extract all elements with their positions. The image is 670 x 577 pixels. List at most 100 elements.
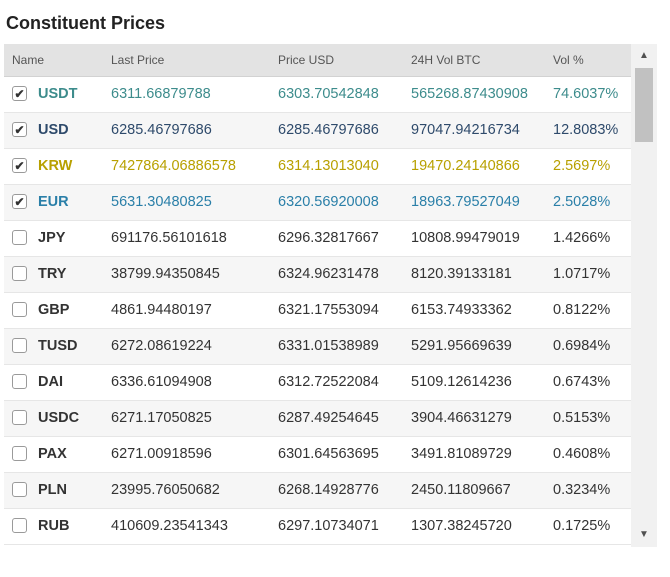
cell-price-usd: 6297.10734071 <box>278 518 379 534</box>
cell-vol-percent: 2.5028% <box>553 194 611 210</box>
cell-vol-percent: 0.8122% <box>553 302 611 318</box>
row-checkbox[interactable] <box>12 482 27 497</box>
cell-vol-percent: 0.6743% <box>553 374 611 390</box>
row-checkbox[interactable] <box>12 338 27 353</box>
row-checkbox[interactable] <box>12 230 27 245</box>
cell-name: GBP <box>38 302 70 318</box>
cell-price-usd: 6285.46797686 <box>278 122 379 138</box>
cell-24h-vol-btc: 8120.39133181 <box>411 266 512 282</box>
cell-24h-vol-btc: 97047.94216734 <box>411 122 520 138</box>
cell-price-usd: 6268.14928776 <box>278 482 379 498</box>
cell-last-price: 23995.76050682 <box>111 482 220 498</box>
cell-name: TUSD <box>38 338 78 354</box>
checkmark-icon: ✔ <box>14 194 25 209</box>
table-row: TUSD 6272.08619224 6331.01538989 5291.95669… <box>4 329 631 365</box>
cell-24h-vol-btc: 6153.74933362 <box>411 302 512 318</box>
column-header-name[interactable]: Name <box>12 53 45 67</box>
table-row: DAI 6336.61094908 6312.72522084 5109.126142… <box>4 365 631 401</box>
cell-last-price: 6272.08619224 <box>111 338 212 354</box>
cell-vol-percent: 0.3234% <box>553 482 611 498</box>
cell-price-usd: 6331.01538989 <box>278 338 379 354</box>
cell-24h-vol-btc: 2450.11809667 <box>411 482 511 498</box>
row-checkbox[interactable]: ✔ <box>12 194 27 209</box>
cell-vol-percent: 0.5153% <box>553 410 611 426</box>
row-checkbox[interactable] <box>12 410 27 425</box>
cell-price-usd: 6324.96231478 <box>278 266 379 282</box>
cell-last-price: 691176.56101618 <box>111 230 227 246</box>
cell-last-price: 7427864.06886578 <box>111 158 236 174</box>
cell-vol-percent: 1.4266% <box>553 230 611 246</box>
cell-24h-vol-btc: 5109.12614236 <box>411 374 512 390</box>
table-row: GBP 4861.94480197 6321.17553094 6153.749333… <box>4 293 631 329</box>
table-body: ✔ USDT 6311.66879788 6303.70542848 565268.87… <box>4 77 631 545</box>
cell-vol-percent: 1.0717% <box>553 266 611 282</box>
column-header-price-usd[interactable]: Price USD <box>278 53 335 67</box>
column-header-last-price[interactable]: Last Price <box>111 53 165 67</box>
column-header-vol-percent[interactable]: Vol % <box>553 53 584 67</box>
table-row: ✔ USD 6285.46797686 6285.46797686 97047.9421… <box>4 113 631 149</box>
cell-last-price: 4861.94480197 <box>111 302 212 318</box>
cell-price-usd: 6312.72522084 <box>278 374 379 390</box>
prices-table: Name Last Price Price USD 24H Vol BTC Vo… <box>4 44 631 545</box>
cell-name: KRW <box>38 158 73 174</box>
cell-price-usd: 6321.17553094 <box>278 302 379 318</box>
cell-price-usd: 6296.32817667 <box>278 230 379 246</box>
cell-24h-vol-btc: 5291.95669639 <box>411 338 512 354</box>
cell-24h-vol-btc: 19470.24140866 <box>411 158 520 174</box>
cell-name: TRY <box>38 266 67 282</box>
cell-price-usd: 6314.13013040 <box>278 158 379 174</box>
cell-vol-percent: 12.8083% <box>553 122 619 138</box>
row-checkbox[interactable]: ✔ <box>12 158 27 173</box>
row-checkbox[interactable] <box>12 446 27 461</box>
row-checkbox[interactable]: ✔ <box>12 122 27 137</box>
cell-vol-percent: 74.6037% <box>553 86 619 102</box>
cell-24h-vol-btc: 3491.81089729 <box>411 446 512 462</box>
cell-last-price: 6285.46797686 <box>111 122 212 138</box>
table-row: RUB 410609.23541343 6297.10734071 1307.3824… <box>4 509 631 545</box>
row-checkbox[interactable] <box>12 374 27 389</box>
cell-last-price: 6271.17050825 <box>111 410 212 426</box>
cell-last-price: 38799.94350845 <box>111 266 220 282</box>
cell-name: PAX <box>38 446 67 462</box>
cell-last-price: 6311.66879788 <box>111 86 211 102</box>
row-checkbox[interactable]: ✔ <box>12 86 27 101</box>
cell-last-price: 6271.00918596 <box>111 446 212 462</box>
cell-name: USDT <box>38 86 78 102</box>
cell-last-price: 410609.23541343 <box>111 518 228 534</box>
cell-vol-percent: 0.6984% <box>553 338 611 354</box>
table-row: JPY 691176.56101618 6296.32817667 10808.994… <box>4 221 631 257</box>
cell-last-price: 6336.61094908 <box>111 374 212 390</box>
row-checkbox[interactable] <box>12 302 27 317</box>
constituent-prices-panel: Name Last Price Price USD 24H Vol BTC Vo… <box>4 44 657 547</box>
table-row: ✔ USDT 6311.66879788 6303.70542848 565268.87… <box>4 77 631 113</box>
table-row: TRY 38799.94350845 6324.96231478 8120.39133… <box>4 257 631 293</box>
table-row: ✔ KRW 7427864.06886578 6314.13013040 19470.2… <box>4 149 631 185</box>
checkmark-icon: ✔ <box>14 158 25 173</box>
scrollbar-thumb[interactable] <box>635 68 653 142</box>
cell-name: USD <box>38 122 69 138</box>
cell-name: RUB <box>38 518 70 534</box>
vertical-scrollbar[interactable]: ▲ ▼ <box>631 44 657 547</box>
cell-name: PLN <box>38 482 67 498</box>
row-checkbox[interactable] <box>12 518 27 533</box>
cell-name: JPY <box>38 230 66 246</box>
column-header-24h-vol-btc[interactable]: 24H Vol BTC <box>411 53 481 67</box>
cell-name: USDC <box>38 410 80 426</box>
cell-last-price: 5631.30480825 <box>111 194 212 210</box>
table-header: Name Last Price Price USD 24H Vol BTC Vo… <box>4 44 631 77</box>
scroll-down-arrow-icon[interactable]: ▼ <box>639 528 649 540</box>
cell-price-usd: 6301.64563695 <box>278 446 379 462</box>
table-row: USDC 6271.17050825 6287.49254645 3904.46631… <box>4 401 631 437</box>
cell-price-usd: 6287.49254645 <box>278 410 379 426</box>
table-row: ✔ EUR 5631.30480825 6320.56920008 18963.7952… <box>4 185 631 221</box>
cell-vol-percent: 2.5697% <box>553 158 611 174</box>
cell-24h-vol-btc: 1307.38245720 <box>411 518 512 534</box>
scroll-up-arrow-icon[interactable]: ▲ <box>639 49 649 61</box>
cell-24h-vol-btc: 565268.87430908 <box>411 86 528 102</box>
checkmark-icon: ✔ <box>14 122 25 137</box>
row-checkbox[interactable] <box>12 266 27 281</box>
cell-24h-vol-btc: 10808.99479019 <box>411 230 520 246</box>
cell-name: DAI <box>38 374 63 390</box>
cell-price-usd: 6303.70542848 <box>278 86 379 102</box>
cell-24h-vol-btc: 18963.79527049 <box>411 194 520 210</box>
